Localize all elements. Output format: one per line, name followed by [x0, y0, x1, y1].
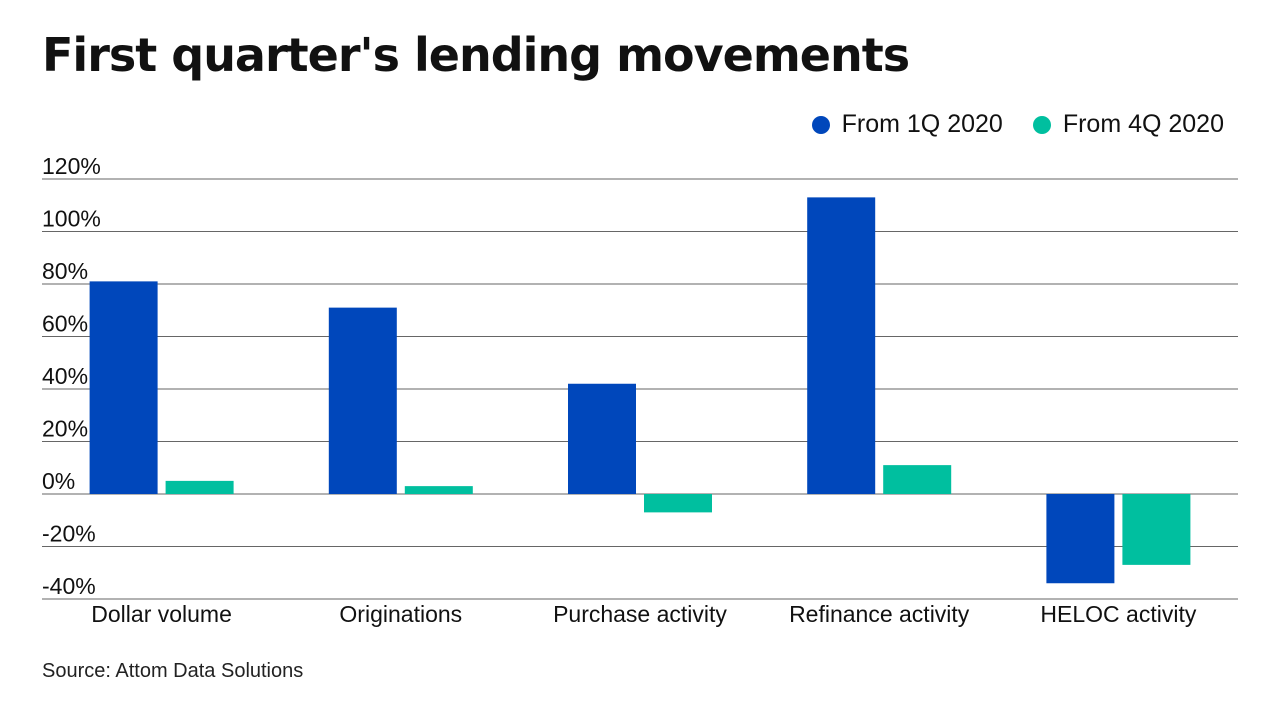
bar [328, 307, 397, 494]
x-tick-label: Refinance activity [789, 601, 970, 627]
y-tick-label: 0% [42, 468, 75, 494]
bar [807, 197, 876, 494]
legend-label-series-2: From 4Q 2020 [1062, 110, 1224, 138]
bar [89, 281, 158, 494]
y-tick-label: 40% [42, 363, 88, 389]
bar [568, 383, 636, 494]
legend-item-series-2: From 4Q 2020 [1032, 110, 1224, 139]
x-tick-label: Originations [339, 601, 462, 627]
bar [644, 494, 712, 513]
bar [1122, 494, 1191, 565]
legend: From 1Q 2020 From 4Q 2020 [811, 110, 1224, 139]
bar [165, 480, 234, 494]
y-tick-label: 100% [42, 206, 101, 232]
y-tick-label: -20% [42, 521, 96, 547]
x-tick-label: Dollar volume [91, 601, 232, 627]
y-tick-label: 20% [42, 416, 88, 442]
legend-label-series-1: From 1Q 2020 [841, 110, 1003, 138]
legend-swatch-series-1 [811, 115, 830, 134]
y-tick-label: -40% [42, 573, 96, 599]
y-tick-label: 60% [42, 311, 88, 337]
source-note: Source: Attom Data Solutions [42, 660, 304, 682]
chart-title: First quarter's lending movements [42, 28, 910, 82]
y-tick-label: 120% [42, 153, 101, 179]
legend-swatch-series-2 [1032, 115, 1051, 134]
y-tick-label: 80% [42, 258, 88, 284]
bar [883, 465, 952, 494]
x-tick-label: Purchase activity [553, 601, 727, 627]
legend-item-series-1: From 1Q 2020 [811, 110, 1003, 139]
bar [404, 486, 473, 494]
x-tick-label: HELOC activity [1040, 601, 1196, 627]
bar [1046, 494, 1115, 584]
